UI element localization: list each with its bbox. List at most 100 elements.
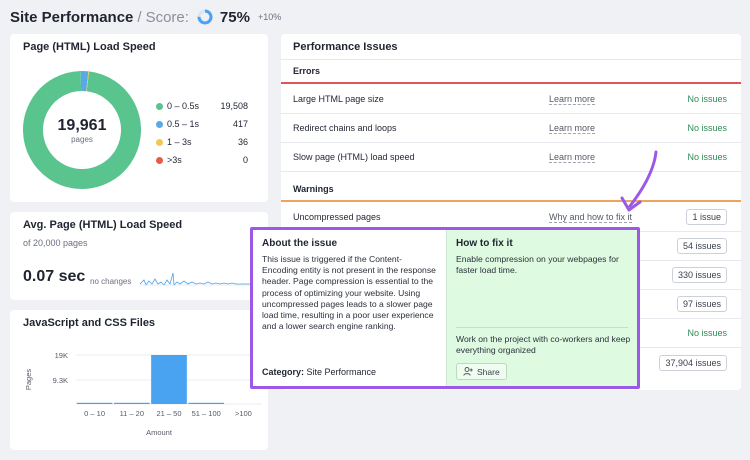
issue-status: No issues: [687, 94, 727, 104]
issue-category: Category: Site Performance: [262, 367, 376, 377]
issue-row-warning-6[interactable]: 37,904 issues: [281, 349, 741, 377]
why-fix-link[interactable]: Why and how to fix it: [549, 212, 633, 223]
learn-more-link[interactable]: Learn more: [549, 123, 596, 134]
issue-count-badge[interactable]: 97 issues: [676, 296, 727, 312]
y-tick-label: 19K: [55, 351, 68, 360]
how-to-fix-title: How to fix it: [456, 238, 513, 249]
load-speed-title[interactable]: Page (HTML) Load Speed: [23, 41, 156, 53]
legend-item[interactable]: 0.5 – 1s 417: [156, 115, 248, 133]
legend-label: >3s: [167, 155, 182, 165]
x-tick-label: 0 – 10: [84, 409, 105, 418]
legend-label: 1 – 3s: [167, 137, 192, 147]
legend-value: 36: [237, 137, 248, 147]
add-user-icon: [463, 367, 473, 376]
avg-load-speed-sparkline: [140, 272, 260, 286]
legend-dot-icon: [156, 120, 163, 128]
issue-row-large-html[interactable]: Large HTML page size Learn more No issue…: [281, 85, 741, 113]
issue-count-badge[interactable]: 37,904 issues: [659, 355, 727, 371]
x-tick-label: 51 – 100: [192, 409, 221, 418]
category-value: Site Performance: [306, 367, 377, 377]
how-to-fix-text: Enable compression on your webpages for …: [456, 254, 619, 276]
annotation-arrow-icon: [620, 150, 658, 212]
donut-slice[interactable]: [23, 71, 141, 189]
issue-count-badge[interactable]: 1 issue: [686, 209, 727, 225]
avg-load-speed-change: no changes: [90, 277, 132, 286]
issue-row-redirect-chains[interactable]: Redirect chains and loops Learn more No …: [281, 114, 741, 142]
issue-name: Large HTML page size: [293, 94, 384, 104]
legend-value: 417: [232, 119, 248, 129]
title-separator: /: [137, 8, 142, 26]
issue-name: Redirect chains and loops: [293, 123, 397, 133]
warnings-label: Warnings: [293, 184, 334, 194]
bar[interactable]: [188, 402, 225, 404]
total-pages-label: pages: [71, 134, 93, 144]
avg-load-speed-card: Avg. Page (HTML) Load Speed of 20,000 pa…: [10, 212, 268, 300]
learn-more-link[interactable]: Learn more: [549, 94, 596, 105]
js-css-title[interactable]: JavaScript and CSS Files: [23, 317, 156, 329]
issue-count-badge[interactable]: 330 issues: [671, 267, 727, 283]
how-to-fix-panel: How to fix it Enable compression on your…: [446, 230, 637, 386]
avg-load-speed-subtitle: of 20,000 pages: [23, 238, 88, 248]
issue-row-warning-3[interactable]: 330 issues: [281, 261, 741, 289]
y-axis-label: Pages: [24, 369, 33, 391]
score-delta: +10%: [257, 12, 282, 22]
issue-row-slow-load[interactable]: Slow page (HTML) load speed Learn more N…: [281, 143, 741, 171]
legend-item[interactable]: 0 – 0.5s 19,508: [156, 97, 248, 115]
load-speed-donut[interactable]: [22, 70, 142, 190]
learn-more-link[interactable]: Learn more: [549, 152, 596, 163]
issue-count-badge[interactable]: 54 issues: [676, 238, 727, 254]
category-label: Category:: [262, 367, 305, 377]
x-tick-label: >100: [235, 409, 252, 418]
issue-name: Uncompressed pages: [293, 212, 381, 222]
legend-value: 19,508: [220, 101, 248, 111]
issue-detail-popover: About the issue This issue is triggered …: [250, 227, 640, 389]
y-tick-label: 9.3K: [53, 376, 68, 385]
row-divider: [281, 171, 741, 172]
legend-label: 0 – 0.5s: [167, 101, 200, 111]
row-divider: [281, 113, 741, 114]
score-ring-icon: [197, 9, 213, 25]
issue-name: Slow page (HTML) load speed: [293, 152, 415, 162]
legend-item[interactable]: 1 – 3s 36: [156, 133, 248, 151]
legend-dot-icon: [156, 138, 163, 146]
x-tick-label: 11 – 20: [120, 409, 144, 418]
share-label: Share: [477, 366, 500, 377]
page-header: Site Performance / Score: 75% +10%: [10, 6, 281, 28]
issue-row-warning-2[interactable]: 54 issues: [281, 232, 741, 260]
about-issue-text: This issue is triggered if the Content-E…: [262, 254, 436, 332]
score-value: 75%: [219, 8, 250, 26]
issue-row-uncompressed[interactable]: Uncompressed pages Why and how to fix it…: [281, 203, 741, 231]
avg-load-speed-value: 0.07 sec: [23, 268, 86, 285]
about-issue-title: About the issue: [262, 238, 338, 249]
avg-load-speed-title[interactable]: Avg. Page (HTML) Load Speed: [23, 219, 183, 231]
legend-dot-icon: [156, 156, 163, 164]
bar[interactable]: [113, 402, 150, 404]
collaborate-text: Work on the project with co-workers and …: [456, 334, 631, 356]
issue-status: No issues: [687, 328, 727, 338]
share-button[interactable]: Share: [456, 363, 507, 380]
x-axis-label: Amount: [146, 428, 173, 437]
legend-value: 0: [242, 155, 248, 165]
score-label: Score:: [145, 8, 189, 26]
bar[interactable]: [151, 355, 187, 404]
row-divider: [281, 142, 741, 143]
issue-row-warning-5[interactable]: No issues: [281, 319, 741, 347]
issue-row-warning-4[interactable]: 97 issues: [281, 290, 741, 318]
page-title: Site Performance: [10, 8, 134, 26]
legend-dot-icon: [156, 102, 163, 110]
performance-issues-title: Performance Issues: [293, 41, 398, 53]
title-divider: [281, 59, 741, 60]
errors-label: Errors: [293, 66, 321, 76]
warnings-divider: [281, 200, 741, 202]
total-pages-value: 19,961: [57, 116, 107, 134]
legend-item[interactable]: >3s 0: [156, 151, 248, 169]
legend-label: 0.5 – 1s: [167, 119, 200, 129]
about-issue-panel: About the issue This issue is triggered …: [253, 230, 446, 386]
js-css-card: 19K 9.3K Pages 0 – 10 11 – 20 21 – 50 51 – 100…: [10, 310, 268, 450]
load-speed-card: Page (HTML) Load Speed 19,961 pages 0 – …: [10, 34, 268, 202]
load-speed-legend: 0 – 0.5s 19,508 0.5 – 1s 417 1 – 3s 36 >3s 0: [156, 97, 248, 169]
errors-divider: [281, 82, 741, 84]
issue-status: No issues: [687, 123, 727, 133]
fix-divider: [456, 327, 628, 328]
bar[interactable]: [76, 402, 113, 404]
